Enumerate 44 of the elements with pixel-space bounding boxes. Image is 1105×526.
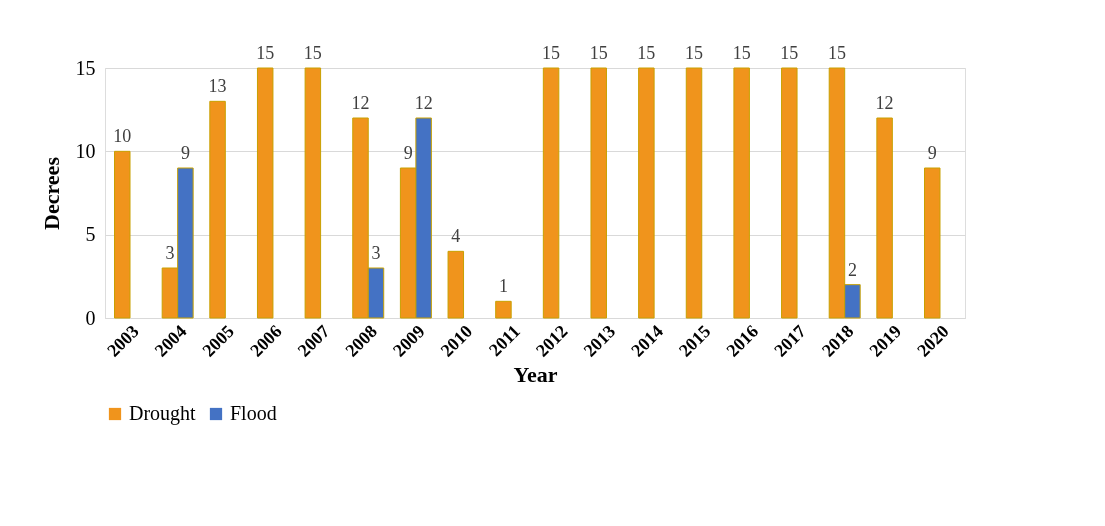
data-label: 15 (780, 43, 799, 63)
data-label: 4 (451, 226, 461, 247)
legend-label: Drought (129, 402, 197, 425)
y-tick-label: 5 (85, 223, 96, 246)
data-label: 3 (371, 243, 381, 263)
bar (781, 67, 798, 319)
bar (304, 67, 322, 319)
data-label: 15 (303, 43, 322, 63)
bar (256, 67, 274, 319)
data-label: 15 (256, 43, 275, 63)
data-label: 9 (180, 143, 190, 163)
data-label: 15 (732, 43, 751, 63)
y-tick-label: 0 (85, 306, 96, 329)
data-label: 12 (351, 93, 370, 113)
data-label: 12 (875, 93, 894, 113)
bar (209, 100, 226, 319)
data-label: 2 (847, 259, 857, 280)
data-label: 12 (414, 93, 433, 113)
y-tick-label: 15 (75, 56, 96, 79)
data-label: 13 (208, 76, 227, 97)
bar (685, 67, 703, 319)
y-tick-label: 10 (75, 139, 96, 162)
bar (114, 150, 131, 319)
data-label: 3 (165, 243, 175, 263)
bar (733, 67, 750, 319)
x-axis-title: Year (513, 361, 558, 387)
bar (638, 67, 655, 319)
bar (542, 67, 560, 319)
bar (924, 167, 941, 319)
bar (590, 67, 607, 319)
y-axis-title: Decrees (38, 156, 64, 230)
data-label: 9 (927, 143, 937, 163)
legend-label: Flood (230, 402, 277, 424)
data-label: 15 (589, 43, 608, 63)
bar (495, 300, 512, 319)
bar (447, 250, 465, 319)
data-label: 15 (827, 43, 846, 63)
data-label: 1 (498, 276, 508, 297)
data-label: 15 (637, 43, 656, 63)
data-label: 10 (113, 126, 132, 147)
data-label: 15 (685, 43, 704, 63)
bar (876, 117, 893, 319)
data-label: 9 (403, 143, 413, 163)
data-label: 15 (542, 43, 561, 63)
